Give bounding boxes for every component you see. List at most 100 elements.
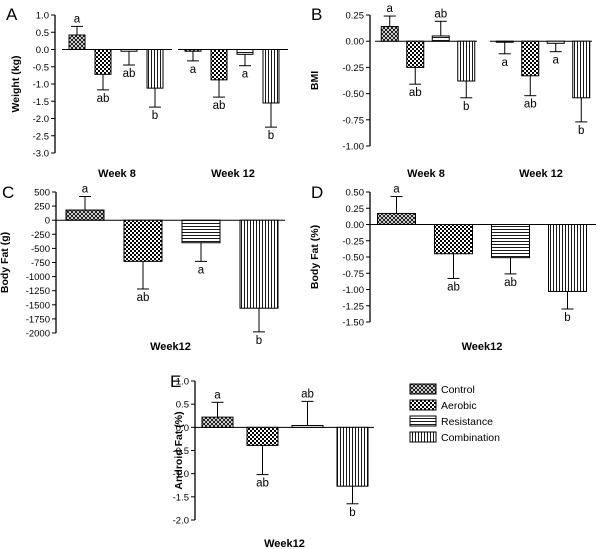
significance-letter: ab (123, 68, 136, 80)
bar-control (495, 40, 514, 43)
significance-letter: a (553, 55, 560, 67)
legend: Control Aerobic Resistance Combination (409, 383, 500, 444)
y-tick-label: -0.50 (342, 89, 364, 100)
chart-panel-b: B 0.25 0.00 -0.25 -0.50 -0.75 -1.00 BMI Week 8 We… (309, 3, 592, 180)
significance-letter: a (242, 69, 249, 81)
y-tick-label: 1.0 (176, 377, 189, 388)
bar-combination (457, 40, 476, 82)
y-tick-label: 0.5 (36, 28, 49, 39)
legend-swatch-resistance (409, 415, 437, 427)
panel-label: C (2, 183, 14, 202)
y-tick-label: -1.0 (173, 469, 189, 480)
y-tick-label: -2.5 (33, 131, 49, 142)
bar-resistance (431, 35, 450, 42)
significance-letter: ab (409, 87, 422, 99)
significance-letter: b (152, 110, 158, 122)
y-tick-label: -0.5 (173, 446, 189, 457)
significance-letter: ab (301, 388, 314, 400)
chart-panel-c: C 500 250 0 -250 -500 -750 -1000 -1250 -1500 -1750… (0, 183, 285, 353)
y-axis-label: BMI (309, 71, 321, 90)
legend-label: Aerobic (441, 400, 477, 412)
y-tick-label: 0.5 (176, 400, 189, 411)
bar-combination (239, 219, 279, 309)
legend-swatch-aerobic (409, 399, 437, 411)
y-tick-label: -2.0 (33, 114, 49, 125)
y-tick-label: -1.5 (173, 492, 189, 503)
x-category-label: Week12 (264, 538, 305, 549)
bar-resistance (546, 40, 565, 44)
y-tick-label: -750 (31, 258, 50, 269)
bar-control (380, 26, 399, 42)
bar-control (201, 416, 234, 428)
x-category-label: Week 8 (407, 168, 445, 180)
y-tick-label: 0.50 (346, 188, 365, 199)
y-tick-label: -1.00 (342, 285, 364, 296)
bar-aerobic (434, 224, 473, 255)
y-tick-label: 1.0 (36, 11, 49, 22)
chart-panel-d: D 0.50 0.25 0.00 -0.25 -0.50 -0.75 -1.00 -1.25 -1… (309, 183, 596, 353)
y-tick-label: -0.5 (33, 62, 49, 73)
y-tick-label: 0.00 (346, 220, 365, 231)
significance-letter: b (256, 335, 262, 347)
bar-aerobic (123, 219, 163, 262)
bar-aerobic (246, 426, 279, 446)
significance-letter: ab (504, 277, 517, 289)
bar-aerobic (406, 40, 425, 68)
bar-resistance (181, 219, 221, 244)
significance-letter: a (214, 389, 221, 401)
significance-letter: ab (256, 478, 269, 490)
y-tick-label: -1.50 (342, 318, 364, 329)
y-axis-label: Body Fat (g) (0, 232, 11, 293)
y-tick-label: -1250 (26, 286, 50, 297)
significance-letter: ab (447, 281, 460, 293)
y-tick-label: -2.0 (173, 516, 189, 527)
bar-control (68, 34, 86, 50)
significance-letter: a (190, 64, 197, 76)
bar-combination (146, 49, 164, 89)
chart-panel-e: E1.0 0.5 0.0 -0.5 -1.0 -1.5 -2.0 Android Fat (%… (170, 372, 374, 549)
y-tick-label: 0.0 (36, 45, 49, 56)
significance-letter: ab (137, 292, 150, 304)
y-tick-label: -500 (31, 244, 50, 255)
bar-resistance (291, 424, 324, 428)
y-tick-label: 0 (45, 216, 50, 227)
y-tick-label: -0.25 (342, 63, 364, 74)
y-tick-label: -2000 (26, 329, 50, 340)
bar-control (184, 49, 202, 52)
legend-label: Resistance (441, 416, 493, 428)
y-tick-label: -1.00 (342, 142, 364, 153)
y-tick-label: -250 (31, 230, 50, 241)
bar-combination (548, 224, 587, 292)
y-tick-label: -0.25 (342, 236, 364, 247)
significance-letter: ab (97, 93, 110, 105)
significance-letter: b (349, 507, 355, 519)
y-tick-label: -0.50 (342, 253, 364, 264)
x-category-label: Week 12 (211, 168, 255, 180)
chart-panel-a: A 1.0 0.5 0.0 -0.5 -1.0 -1.5 -2.0 -2.5 -3.0 Weight… (6, 5, 288, 180)
bar-control (377, 212, 416, 225)
significance-letter: a (502, 57, 509, 69)
x-category-label: Week12 (462, 341, 503, 353)
y-tick-label: -1500 (26, 300, 50, 311)
y-tick-label: -1000 (26, 272, 50, 283)
bar-combination (572, 40, 591, 99)
bar-combination (262, 49, 280, 104)
significance-letter: ab (434, 8, 447, 20)
bar-control (65, 209, 105, 221)
bar-resistance (236, 49, 254, 55)
x-category-label: Week12 (150, 341, 191, 353)
panel-label: D (311, 183, 323, 202)
y-axis-label: Weight (kg) (10, 56, 22, 113)
significance-letter: a (387, 3, 394, 15)
y-tick-label: 0.0 (176, 423, 189, 434)
panel-label: B (311, 5, 322, 24)
bar-aerobic (521, 40, 540, 77)
y-axis-label: Android Fat (%) (173, 411, 185, 489)
y-tick-label: -1750 (26, 314, 50, 325)
y-tick-label: -1.0 (33, 80, 49, 91)
significance-letter: a (198, 264, 205, 276)
legend-swatch-control (409, 383, 437, 395)
x-category-label: Week 12 (519, 168, 563, 180)
legend-swatch-combination (409, 431, 437, 443)
